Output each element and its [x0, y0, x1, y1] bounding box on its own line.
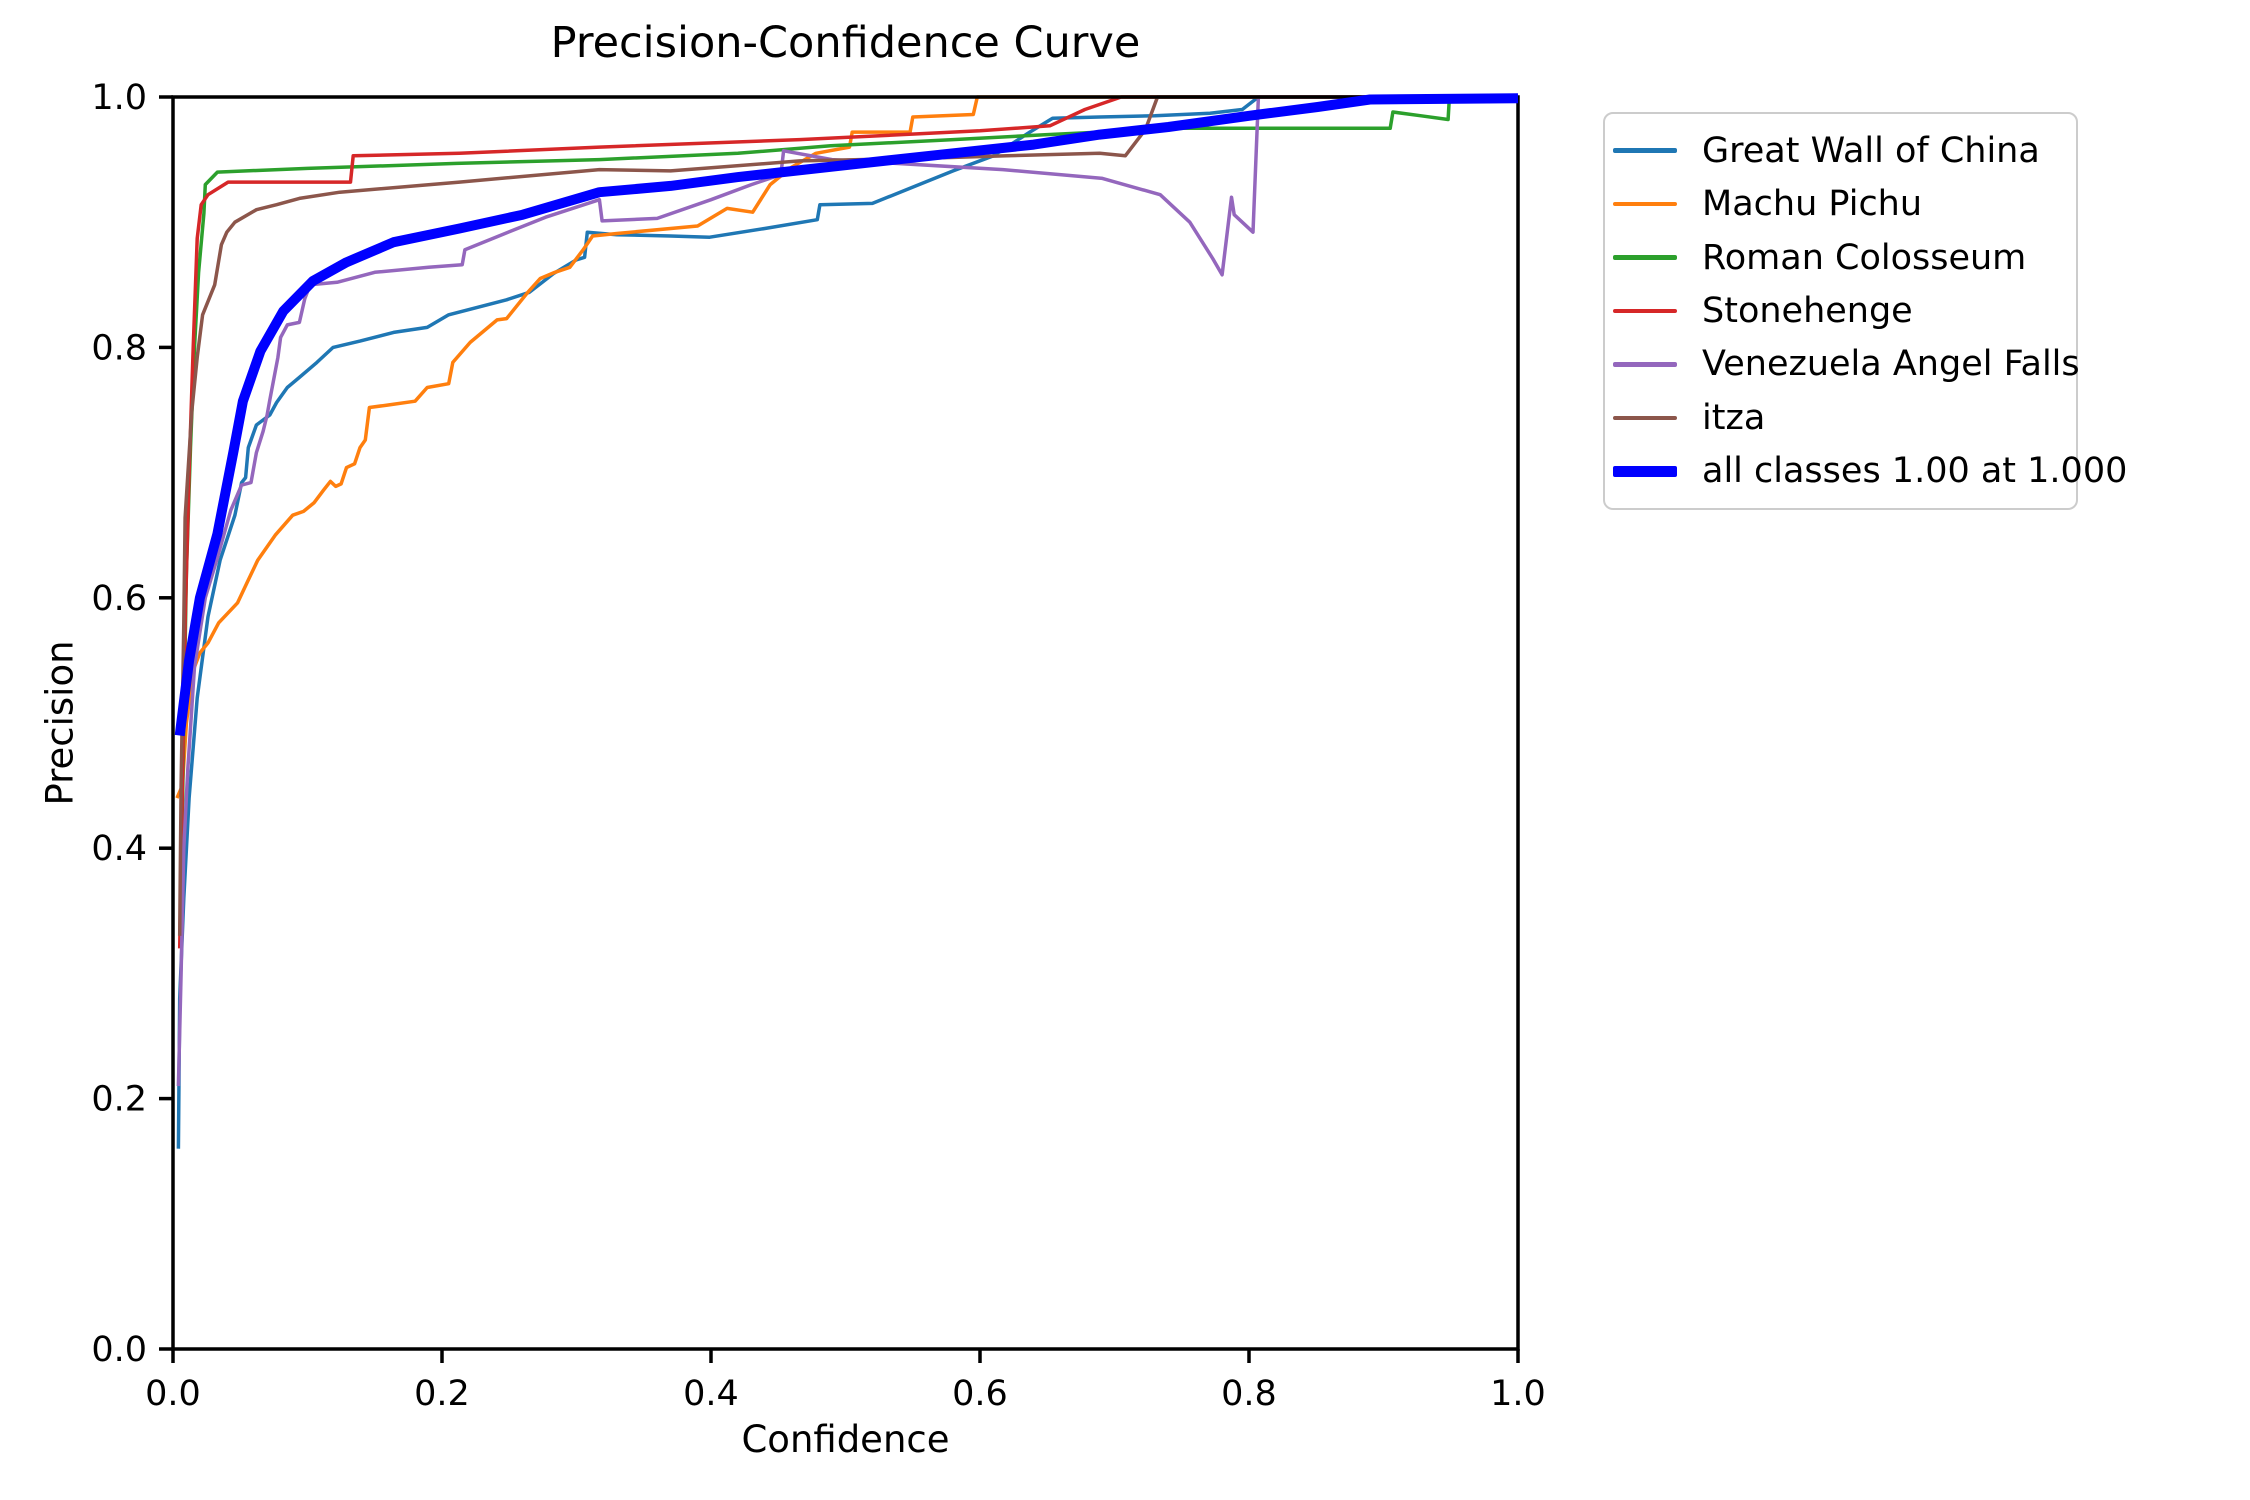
y-tick-label: 1.0	[91, 78, 147, 118]
legend-item-all-classes-1-00-at-1-000: all classes 1.00 at 1.000	[1613, 451, 2127, 491]
y-tick-label: 0.6	[91, 579, 147, 619]
legend-item-great-wall-of-china: Great Wall of China	[1613, 131, 2070, 171]
y-tick-label: 0.8	[91, 328, 147, 368]
y-tick-label: 0.2	[91, 1080, 147, 1120]
legend-item-roman-colosseum: Roman Colosseum	[1613, 238, 2070, 278]
x-tick-label: 0.2	[414, 1374, 470, 1414]
legend-line-sample	[1613, 308, 1677, 314]
curve-great-wall-of-china	[176, 95, 1518, 1149]
legend-label: itza	[1702, 397, 1766, 438]
legend-line-sample	[1613, 415, 1677, 421]
curve-all-classes-1-00-at-1-000	[174, 93, 1519, 737]
legend-label: Machu Pichu	[1702, 184, 1923, 225]
x-tick-label: 0.6	[952, 1374, 1008, 1414]
legend-line-sample	[1613, 465, 1677, 477]
x-tick-label: 0.4	[683, 1374, 739, 1414]
y-tick-label: 0.0	[91, 1330, 147, 1370]
legend-label: Stonehenge	[1702, 290, 1913, 331]
plot-border	[171, 95, 1520, 1351]
legend-label: all classes 1.00 at 1.000	[1702, 451, 2128, 492]
legend-item-venezuela-angel-falls: Venezuela Angel Falls	[1613, 344, 2080, 384]
x-tick-label: 0.0	[145, 1374, 201, 1414]
legend-item-machu-pichu: Machu Pichu	[1613, 184, 2070, 224]
x-axis-label: Confidence	[741, 1418, 950, 1461]
curve-venezuela-angel-falls	[176, 95, 1518, 1087]
legend: Great Wall of China Machu Pichu Roman Colo…	[1603, 112, 2127, 510]
curve-itza	[177, 95, 1518, 936]
legend-label: Roman Colosseum	[1702, 237, 2027, 278]
legend-line-sample	[1613, 362, 1677, 367]
legend-line-sample	[1613, 255, 1677, 260]
curve-roman-colosseum	[179, 95, 1518, 899]
curve-machu-pichu	[175, 95, 1518, 799]
legend-item-itza: itza	[1613, 398, 2070, 438]
legend-line-sample	[1613, 201, 1677, 207]
legend-label: Venezuela Angel Falls	[1702, 344, 2080, 385]
y-tick-label: 0.4	[91, 829, 147, 869]
legend-item-stonehenge: Stonehenge	[1613, 291, 2070, 331]
legend-line-sample	[1613, 148, 1677, 153]
chart-title: Precision-Confidence Curve	[550, 18, 1141, 68]
x-tick-label: 1.0	[1490, 1374, 1546, 1414]
x-tick-label: 0.8	[1221, 1374, 1277, 1414]
legend-label: Great Wall of China	[1702, 130, 2040, 171]
y-axis-label: Precision	[38, 640, 82, 806]
curve-stonehenge	[177, 95, 1518, 949]
